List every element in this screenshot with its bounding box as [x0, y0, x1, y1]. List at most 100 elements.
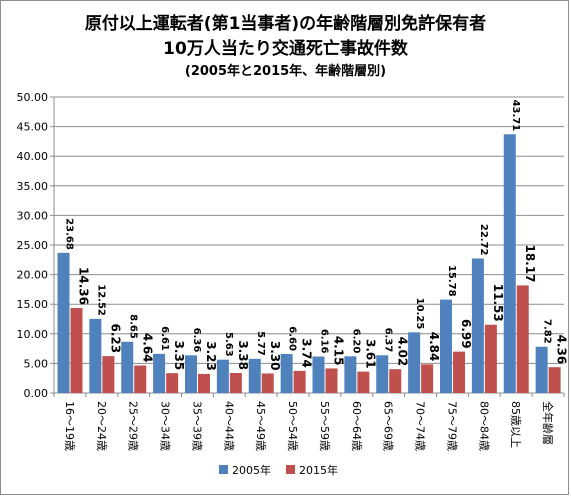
bar [325, 368, 338, 393]
bar [389, 369, 402, 393]
chart-subtitle: 10万人当たり交通死亡事故件数 [163, 39, 408, 59]
legend-swatch [286, 465, 295, 474]
chart-title: 原付以上運転者(第1当事者)の年齢階層別免許保有者 [84, 14, 487, 34]
data-label: 43.71 [510, 100, 521, 132]
bar [216, 359, 229, 393]
y-tick-label: 15.00 [17, 298, 49, 311]
bar [293, 370, 306, 393]
x-tick-label: 55～59歳 [318, 401, 331, 451]
x-tick-label: 65～69歳 [382, 401, 395, 451]
x-tick-label: 75～79歳 [445, 401, 458, 451]
x-tick-label: 45～49歳 [254, 401, 267, 451]
data-label: 6.60 [287, 326, 298, 351]
x-tick-label: 50～54歳 [286, 401, 299, 451]
bar [280, 353, 293, 393]
data-label: 6.36 [191, 328, 202, 353]
x-tick-label: 35～39歳 [190, 401, 203, 451]
bar [57, 252, 70, 393]
bar [357, 371, 370, 393]
data-label: 3.74 [300, 338, 314, 368]
legend-label: 2005年 [232, 463, 271, 477]
bar [471, 258, 484, 393]
bar [153, 353, 166, 393]
y-tick-label: 20.00 [17, 269, 49, 282]
bar [408, 332, 421, 393]
legend-swatch [219, 465, 228, 474]
x-tick-label: 40～44歳 [222, 401, 235, 451]
x-tick-label: 全年齢層 [541, 401, 555, 445]
y-tick-label: 30.00 [17, 209, 49, 222]
bar [198, 373, 210, 393]
bar [261, 373, 274, 393]
legend-label: 2015年 [299, 463, 338, 477]
bar [166, 373, 179, 393]
y-tick-label: 40.00 [17, 150, 49, 163]
data-label: 23.68 [64, 218, 75, 250]
y-tick-label: 45.00 [17, 121, 49, 134]
bar [484, 324, 497, 393]
bar [516, 285, 529, 393]
x-tick-label: 20～24歳 [95, 401, 108, 451]
bar [248, 358, 261, 393]
data-label: 6.61 [159, 326, 170, 351]
bar [453, 351, 465, 393]
y-tick-label: 10.00 [17, 328, 49, 341]
x-tick-label: 60～64歳 [350, 401, 363, 451]
x-tick-label: 85歳以上 [509, 401, 522, 448]
data-label: 7.82 [542, 319, 553, 344]
x-tick-label: 25～29歳 [127, 401, 140, 451]
bar [89, 318, 102, 393]
data-label: 6.16 [319, 329, 330, 354]
data-label: 15.78 [446, 265, 457, 297]
x-tick-label: 80～84歳 [477, 401, 490, 451]
y-tick-label: 35.00 [17, 180, 49, 193]
data-label: 3.38 [236, 340, 250, 370]
data-label: 6.20 [350, 329, 361, 354]
data-label: 11.53 [491, 284, 505, 322]
data-label: 12.52 [95, 284, 106, 316]
data-label: 18.17 [523, 244, 537, 282]
x-tick-label: 30～34歳 [159, 401, 172, 451]
data-label: 6.23 [108, 324, 122, 354]
bar [344, 356, 357, 393]
bar [134, 365, 147, 393]
data-label: 5.63 [223, 332, 234, 357]
bar [535, 346, 548, 393]
y-tick-label: 0.00 [24, 387, 49, 400]
data-label: 4.02 [395, 337, 409, 367]
chart-note: (2005年と2015年、年齢階層別) [184, 64, 387, 79]
data-label: 14.36 [77, 267, 91, 305]
data-label: 22.72 [478, 224, 489, 256]
bar [185, 355, 197, 393]
bar [421, 364, 434, 393]
data-label: 6.37 [382, 328, 393, 353]
y-tick-label: 50.00 [17, 91, 49, 104]
data-label: 4.36 [555, 335, 569, 365]
bar [376, 355, 389, 393]
x-tick-label: 16～19歳 [63, 401, 76, 451]
x-tick-label: 70～74歳 [414, 401, 427, 451]
data-label: 6.99 [459, 319, 473, 349]
data-label: 3.35 [172, 341, 186, 371]
data-label: 3.61 [363, 339, 377, 369]
data-label: 4.84 [427, 332, 441, 362]
data-label: 3.30 [268, 341, 282, 371]
bar [548, 367, 561, 393]
data-label: 8.65 [127, 314, 138, 339]
bar [440, 299, 452, 393]
data-label: 10.25 [414, 298, 425, 330]
bar [312, 356, 325, 393]
data-label: 4.64 [140, 333, 154, 363]
bar [121, 341, 134, 393]
bar [102, 356, 115, 393]
bar [229, 372, 242, 393]
data-label: 3.23 [204, 341, 218, 371]
bar [70, 307, 83, 393]
y-tick-label: 5.00 [24, 357, 49, 370]
data-label: 5.77 [255, 331, 266, 356]
y-tick-label: 25.00 [17, 239, 49, 252]
bar [503, 134, 516, 393]
data-label: 4.15 [332, 336, 346, 366]
